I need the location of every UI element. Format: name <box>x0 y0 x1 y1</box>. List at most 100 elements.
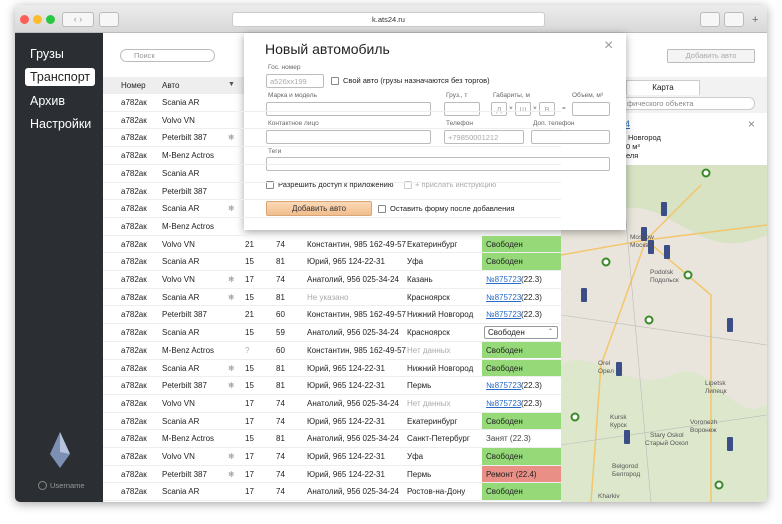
cell-city: Нижний Новгород <box>407 363 474 373</box>
cell-volume: 74 <box>276 416 285 426</box>
cell-contact: Юрий, 965 124-22-31 <box>307 363 385 373</box>
cell-model: Peterbilt 387 <box>162 469 207 479</box>
cell-number: а782ак <box>121 168 147 178</box>
cell-model: Volvo VN <box>162 275 195 284</box>
contact-input[interactable] <box>266 130 431 144</box>
cell-contact: Не указано <box>307 292 349 302</box>
checkbox-label: Оставить форму после добавления <box>390 204 515 213</box>
cell-city: Уфа <box>407 257 424 267</box>
row-separator <box>103 429 561 431</box>
new-tab[interactable]: + <box>752 14 759 26</box>
status-cell <box>482 306 561 324</box>
cell-number: а782ак <box>121 469 147 479</box>
order-link[interactable]: №875723 <box>486 292 522 302</box>
phone-input[interactable]: +79850001212 <box>444 130 524 144</box>
model-input[interactable] <box>266 102 431 116</box>
status-text: Свободен <box>486 416 523 426</box>
cell-number: а782ак <box>121 434 147 444</box>
tabs-button[interactable] <box>724 12 744 27</box>
load-input[interactable] <box>444 102 480 116</box>
nav-item[interactable]: Архив <box>30 94 66 108</box>
info-line: 0 м³ <box>626 142 640 151</box>
cell-city: Нет данных <box>407 345 451 355</box>
checkbox[interactable] <box>378 205 386 213</box>
order-link[interactable]: №875723 <box>486 275 522 284</box>
nav-buttons[interactable]: ‹ › <box>62 12 94 27</box>
status-cell <box>482 377 561 394</box>
cell-city: Уфа <box>407 452 424 461</box>
nav-item[interactable]: Настройки <box>30 117 92 131</box>
browser-window: ‹ › k.ats24.ru + Username Поиск Добавить… <box>15 5 767 502</box>
nav-item[interactable]: Грузы <box>30 47 64 61</box>
volume-input[interactable] <box>572 102 610 116</box>
checkbox[interactable] <box>331 77 339 85</box>
length-input[interactable]: Д <box>491 102 507 116</box>
share-button[interactable] <box>700 12 720 27</box>
cell-model: Scania AR <box>162 328 200 338</box>
map-search-text: фического объекта <box>627 99 694 108</box>
layer: ‹ › k.ats24.ru + Username Поиск Добавить… <box>15 5 767 502</box>
username[interactable]: Username <box>50 481 85 490</box>
placeholder: а526хх199 <box>270 77 307 86</box>
city-label: Podolsk <box>650 269 674 276</box>
cell-model: Scania AR <box>162 204 200 214</box>
plate-input[interactable]: а526хх199 <box>266 74 324 88</box>
row-separator <box>103 358 561 360</box>
cell-model: Scania AR <box>162 363 200 373</box>
info-close[interactable]: × <box>748 117 756 131</box>
map-search[interactable]: фического объекта <box>600 97 755 110</box>
cell-model: M-Benz Actros <box>162 221 215 231</box>
cell-volume: 74 <box>276 469 285 479</box>
cell-city: Нет данных <box>407 398 451 408</box>
cell-number: а782ак <box>121 204 147 214</box>
city-label: Подольск <box>650 277 679 284</box>
cell-volume: 60 <box>276 345 285 355</box>
cell-weight: 15 <box>245 363 254 373</box>
close-light[interactable] <box>20 15 29 24</box>
field-label: Марка и модель <box>268 92 317 99</box>
cell-number: а782ак <box>121 133 147 143</box>
cell-weight: 17 <box>245 487 254 497</box>
column-header[interactable]: Авто <box>162 81 180 90</box>
city-label: Kursk <box>610 414 627 421</box>
search-placeholder: Поиск <box>134 51 155 60</box>
order-link[interactable]: №875723 <box>486 310 522 320</box>
map-tab[interactable]: Карта <box>626 80 700 95</box>
column-header[interactable]: Номер <box>121 81 146 90</box>
sidebar-button[interactable] <box>99 12 119 27</box>
cell-city: Красноярск <box>407 328 450 338</box>
search-input[interactable]: Поиск <box>120 49 215 62</box>
row-separator <box>103 287 561 289</box>
cell-model: Volvo VN <box>162 115 195 125</box>
nav-item[interactable]: Транспорт <box>25 68 95 86</box>
add-button[interactable]: Добавить авто <box>667 49 755 63</box>
row-separator <box>103 270 561 271</box>
row-separator <box>103 234 561 236</box>
cell-model: Volvo VN <box>162 452 195 461</box>
cell-number: а782ак <box>121 363 147 373</box>
row-separator <box>103 163 561 165</box>
modal-close[interactable]: × <box>604 37 614 54</box>
row-separator <box>103 181 561 183</box>
city-label: Липецк <box>705 388 727 395</box>
cell-number: а782ак <box>121 487 147 497</box>
city-label: Курск <box>610 422 627 429</box>
status-select[interactable]: Свободен <box>484 326 558 340</box>
zoom-light[interactable] <box>46 15 55 24</box>
url-bar[interactable]: k.ats24.ru <box>232 12 545 27</box>
height-input[interactable]: В <box>539 102 555 116</box>
width-input[interactable]: Ш <box>515 102 531 116</box>
phone2-input[interactable] <box>531 130 610 144</box>
city-label: Lipetsk <box>705 380 726 387</box>
minimize-light[interactable] <box>33 15 42 24</box>
order-date: (22.3) <box>521 310 542 320</box>
city-label: Belgorod <box>612 463 639 470</box>
placeholder: Ш <box>519 105 527 114</box>
city-label: Stary Oskol <box>650 432 684 439</box>
order-link[interactable]: №875723 <box>486 381 522 391</box>
cell-number: а782ак <box>121 398 147 408</box>
cell-number: а782ак <box>121 416 147 426</box>
submit-button[interactable]: Добавить авто <box>266 201 372 216</box>
order-link[interactable]: №875723 <box>486 398 522 408</box>
sort-mark[interactable]: ▼ <box>228 81 235 88</box>
